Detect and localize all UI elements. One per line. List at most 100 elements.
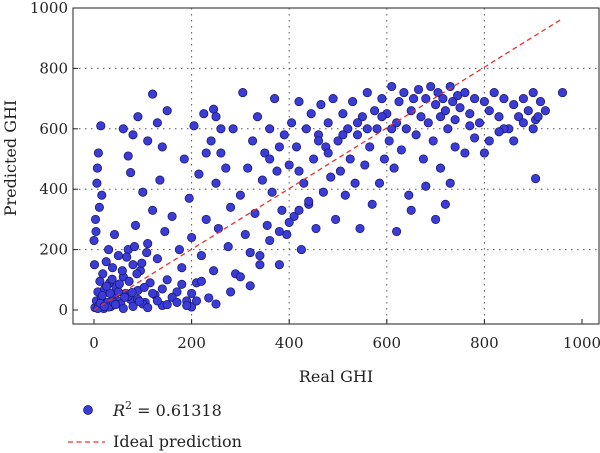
data-point — [418, 154, 428, 164]
data-point — [235, 272, 245, 282]
data-point — [540, 106, 550, 116]
data-point — [211, 178, 221, 188]
data-point — [248, 136, 258, 146]
data-point — [494, 127, 504, 137]
data-point — [450, 142, 460, 152]
data-point — [107, 274, 117, 284]
data-point — [509, 100, 519, 110]
data-point — [162, 106, 172, 116]
data-point — [445, 178, 455, 188]
data-point — [421, 181, 431, 191]
data-point — [318, 187, 328, 197]
data-point — [226, 202, 236, 212]
data-point — [226, 287, 236, 297]
data-point — [309, 154, 319, 164]
data-point — [445, 81, 455, 92]
data-point — [109, 229, 120, 240]
data-point — [89, 235, 99, 246]
data-point — [118, 303, 128, 314]
data-point — [98, 269, 108, 279]
data-point — [243, 163, 253, 173]
data-point — [96, 121, 106, 131]
data-point — [110, 300, 121, 310]
data-point — [201, 148, 211, 158]
data-point — [299, 178, 309, 188]
data-point — [211, 299, 221, 309]
data-point — [440, 106, 450, 116]
data-point — [196, 251, 206, 261]
data-point — [533, 112, 543, 122]
data-point — [260, 148, 270, 158]
data-point — [523, 106, 533, 116]
data-point — [362, 124, 372, 134]
data-point — [189, 121, 199, 131]
data-point — [157, 284, 167, 294]
data-point — [130, 220, 141, 230]
data-point — [148, 205, 158, 215]
data-point — [499, 94, 509, 104]
data-point — [127, 287, 137, 298]
legend-r2-value: = 0.61318 — [132, 401, 222, 420]
data-point — [440, 199, 450, 209]
data-point — [494, 112, 504, 122]
data-point — [428, 136, 438, 146]
data-point — [367, 199, 377, 209]
x-axis-title: Real GHI — [299, 367, 373, 386]
data-point — [270, 94, 280, 104]
data-point — [448, 97, 458, 107]
data-point — [284, 160, 294, 170]
data-point — [343, 124, 353, 134]
data-point — [357, 112, 367, 122]
data-point — [557, 88, 568, 98]
data-point — [389, 163, 399, 173]
data-point — [313, 136, 324, 146]
x-tick-label-0: 0 — [89, 334, 99, 352]
data-point — [223, 242, 233, 252]
y-axis-ticks: 0 200 400 600 800 1000 — [30, 0, 78, 319]
data-point — [94, 202, 104, 212]
x-tick-label-200: 200 — [177, 334, 206, 352]
data-point — [435, 163, 446, 173]
data-point — [142, 248, 152, 258]
data-point — [479, 148, 489, 158]
data-point — [284, 217, 294, 227]
data-point — [460, 88, 470, 98]
y-tick-label-0: 0 — [58, 301, 68, 319]
data-point — [160, 226, 170, 237]
plot-area-frame — [72, 7, 600, 325]
data-point — [535, 97, 546, 107]
data-point — [204, 293, 214, 303]
data-point — [152, 254, 162, 264]
data-point — [277, 205, 287, 215]
data-point — [465, 121, 475, 131]
data-point — [294, 205, 304, 215]
data-point — [240, 229, 250, 240]
data-point — [331, 214, 341, 224]
data-point — [426, 81, 436, 92]
data-point — [265, 124, 275, 134]
data-point — [157, 142, 167, 152]
data-point — [179, 154, 189, 164]
data-point — [105, 288, 115, 298]
data-point — [470, 133, 480, 143]
data-point — [489, 88, 499, 98]
data-point — [194, 169, 204, 179]
data-point — [316, 100, 326, 110]
data-point — [409, 94, 419, 104]
data-point — [484, 136, 494, 146]
data-point — [455, 103, 465, 113]
data-point — [172, 297, 182, 307]
data-point — [177, 279, 187, 289]
x-axis-ticks: 0 200 400 600 800 1000 — [89, 319, 600, 352]
data-point — [404, 190, 414, 200]
data-point — [528, 124, 538, 134]
data-point — [187, 288, 197, 298]
data-point — [340, 190, 350, 200]
data-point — [518, 94, 528, 104]
legend-r2-sup: 2 — [125, 399, 132, 412]
data-point — [113, 251, 123, 261]
data-point — [438, 94, 448, 104]
data-point — [148, 288, 158, 298]
data-point — [296, 245, 306, 255]
